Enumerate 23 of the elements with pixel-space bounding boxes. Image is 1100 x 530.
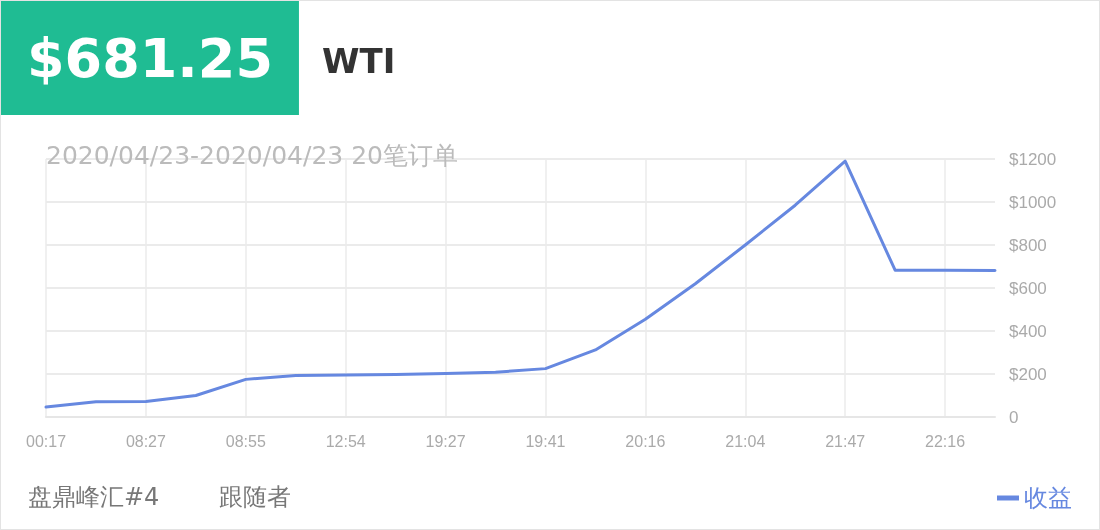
x-tick-label: 12:54 xyxy=(325,432,366,450)
x-tick-label: 00:17 xyxy=(25,432,67,450)
x-tick-label: 21:47 xyxy=(825,432,866,450)
y-tick-label: $1200 xyxy=(1009,149,1057,169)
x-tick-label: 19:41 xyxy=(525,432,566,450)
y-tick-label: $600 xyxy=(1009,278,1047,298)
y-tick-label: $400 xyxy=(1009,321,1047,341)
chart-title: $681.25 xyxy=(27,26,273,90)
chart-subtitle: WTI xyxy=(322,41,396,81)
text: 盘鼎峰汇#4 xyxy=(28,483,160,511)
y-tick-label: 0 xyxy=(1009,407,1019,427)
x-tick-label: 08:27 xyxy=(125,432,167,450)
x-tick-label: 08:55 xyxy=(225,432,266,450)
y-tick-label: $200 xyxy=(1009,364,1047,384)
annotation: 2020/04/23-2020/04/23 20笔订单 xyxy=(46,141,458,170)
y-tick-label: $1000 xyxy=(1009,192,1057,212)
y-tick-label: $800 xyxy=(1009,235,1047,255)
legend-label: 收益 xyxy=(1024,484,1072,512)
x-tick-label: 22:16 xyxy=(925,432,966,450)
x-tick-label: 21:04 xyxy=(725,432,766,450)
x-tick-label: 19:27 xyxy=(425,432,466,450)
text: 跟随者 xyxy=(219,483,291,511)
x-tick-label: 20:16 xyxy=(625,432,666,450)
